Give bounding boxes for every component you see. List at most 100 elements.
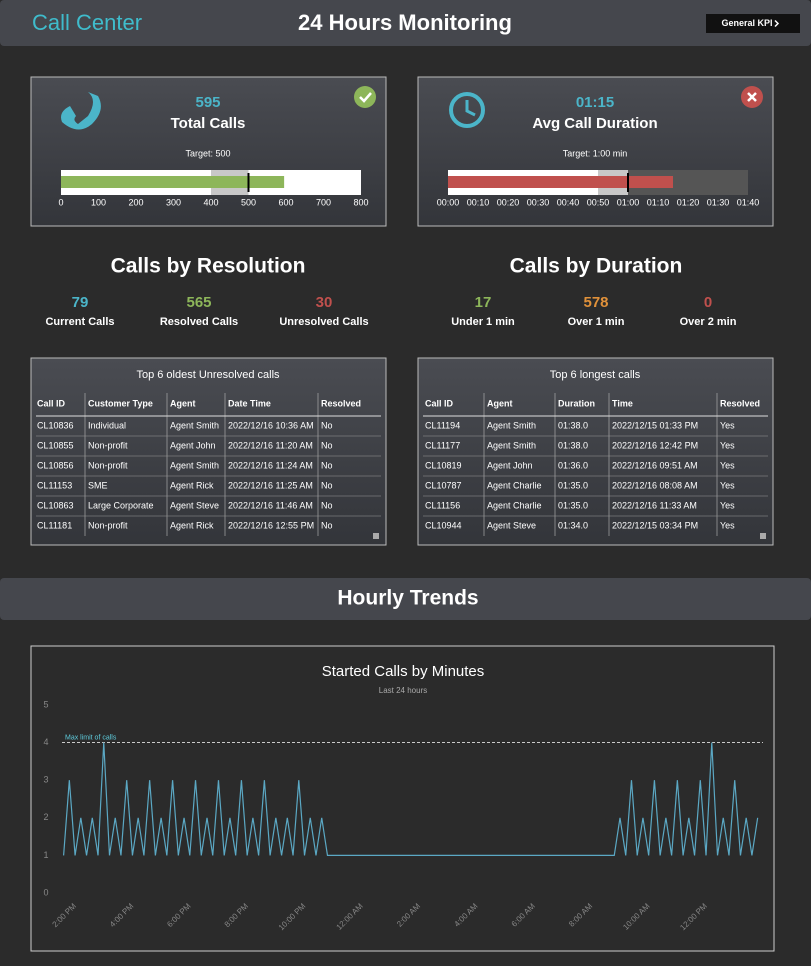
- y-tick-label: 0: [43, 887, 48, 897]
- y-tick-label: 3: [43, 775, 48, 785]
- table-title: Top 6 longest calls: [550, 369, 641, 381]
- kpi-button[interactable]: [706, 14, 800, 33]
- bullet-tick-label: 800: [353, 197, 368, 207]
- kpi-label: Total Calls: [171, 115, 246, 132]
- bullet-tick-label: 00:00: [437, 197, 460, 207]
- phone-icon: [61, 92, 101, 130]
- cell: CL10836: [37, 420, 74, 430]
- bullet-tick-label: 0: [58, 197, 63, 207]
- cell: Agent John: [487, 460, 533, 470]
- bullet-tick-label: 00:40: [557, 197, 580, 207]
- cell: Agent Smith: [170, 420, 219, 430]
- cell: CL10787: [425, 480, 462, 490]
- cell: CL11194: [425, 420, 460, 430]
- cell: CL11181: [37, 520, 72, 530]
- header-bar: [0, 0, 811, 46]
- cell: No: [321, 480, 333, 490]
- column-header: Call ID: [37, 398, 66, 408]
- cell: Yes: [720, 480, 735, 490]
- cell: Agent Rick: [170, 520, 214, 530]
- cell: CL10819: [425, 460, 462, 470]
- table-title: Top 6 oldest Unresolved calls: [136, 369, 280, 381]
- stat-value: 0: [704, 294, 712, 311]
- column-header: Time: [612, 398, 633, 408]
- cell: 2022/12/16 11:20 AM: [228, 440, 313, 450]
- bullet-tick-label: 00:50: [587, 197, 610, 207]
- stat-value: 79: [72, 294, 89, 311]
- bullet-tick-label: 01:40: [737, 197, 760, 207]
- column-header: Resolved: [321, 398, 361, 408]
- cell: Agent Rick: [170, 480, 214, 490]
- column-header: Agent: [170, 398, 196, 408]
- chart-subtitle: Last 24 hours: [379, 686, 427, 695]
- bullet-tick-label: 200: [128, 197, 143, 207]
- kpi-card: [417, 76, 774, 227]
- cell: 01:36.0: [558, 460, 588, 470]
- status-check: [359, 92, 372, 103]
- kpi-value: 01:15: [576, 94, 614, 111]
- stat-value: 578: [583, 294, 608, 311]
- y-tick-label: 1: [43, 850, 48, 860]
- bullet-tick-label: 00:30: [527, 197, 550, 207]
- cell: Agent Charlie: [487, 480, 542, 490]
- cell: No: [321, 440, 333, 450]
- y-tick-label: 2: [43, 812, 48, 822]
- cell: Yes: [720, 460, 735, 470]
- bullet-tick-label: 400: [203, 197, 218, 207]
- cell: 2022/12/15 01:33 PM: [612, 420, 698, 430]
- kpi-button-label[interactable]: General KPI: [721, 18, 772, 28]
- chart-frame: [30, 645, 775, 952]
- stat-value: 565: [186, 294, 211, 311]
- bullet-tick-label: 100: [91, 197, 106, 207]
- stat-label: Under 1 min: [451, 316, 515, 328]
- bullet-tick-label: 01:20: [677, 197, 700, 207]
- cell: 01:38.0: [558, 420, 588, 430]
- cell: CL10863: [37, 500, 74, 510]
- bullet-tick-label: 500: [241, 197, 256, 207]
- group-title: Calls by Duration: [510, 255, 683, 278]
- column-header: Duration: [558, 398, 595, 408]
- stat-label: Over 2 min: [680, 316, 737, 328]
- cell: No: [321, 520, 333, 530]
- bullet-tick-label: 01:10: [647, 197, 670, 207]
- column-header: Agent: [487, 398, 513, 408]
- cell: Yes: [720, 500, 735, 510]
- cell: 01:35.0: [558, 500, 588, 510]
- cell: 01:35.0: [558, 480, 588, 490]
- bullet-tick-label: 01:00: [617, 197, 640, 207]
- cell: Individual: [88, 420, 126, 430]
- column-header: Call ID: [425, 398, 454, 408]
- cell: No: [321, 420, 333, 430]
- cell: Non-profit: [88, 460, 128, 470]
- bullet-tick-label: 00:10: [467, 197, 490, 207]
- section-title: Hourly Trends: [337, 587, 478, 610]
- status-cross: [747, 92, 757, 102]
- cell: 2022/12/16 09:51 AM: [612, 460, 698, 470]
- cell: 01:34.0: [558, 520, 588, 530]
- section-bar: [0, 578, 811, 620]
- stat-label: Current Calls: [45, 316, 114, 328]
- stat-label: Resolved Calls: [160, 316, 238, 328]
- cell: Agent Smith: [170, 460, 219, 470]
- y-tick-label: 4: [43, 737, 48, 747]
- stat-value: 17: [475, 294, 492, 311]
- cell: Agent Charlie: [487, 500, 542, 510]
- header-title: Call Center: [32, 10, 142, 35]
- cell: 01:38.0: [558, 440, 588, 450]
- stat-label: Over 1 min: [568, 316, 625, 328]
- cell: 2022/12/16 12:55 PM: [228, 520, 314, 530]
- cell: Agent Steve: [170, 500, 219, 510]
- cell: CL11153: [37, 480, 72, 490]
- stat-label: Unresolved Calls: [279, 316, 368, 328]
- column-header: Date Time: [228, 398, 271, 408]
- table-card: [30, 357, 387, 546]
- column-header: Customer Type: [88, 398, 153, 408]
- cell: Non-profit: [88, 440, 128, 450]
- bullet-tick-label: 300: [166, 197, 181, 207]
- bullet-tick-label: 00:20: [497, 197, 520, 207]
- cell: CL11156: [425, 500, 460, 510]
- cell: Agent Smith: [487, 420, 536, 430]
- cell: 2022/12/16 10:36 AM: [228, 420, 314, 430]
